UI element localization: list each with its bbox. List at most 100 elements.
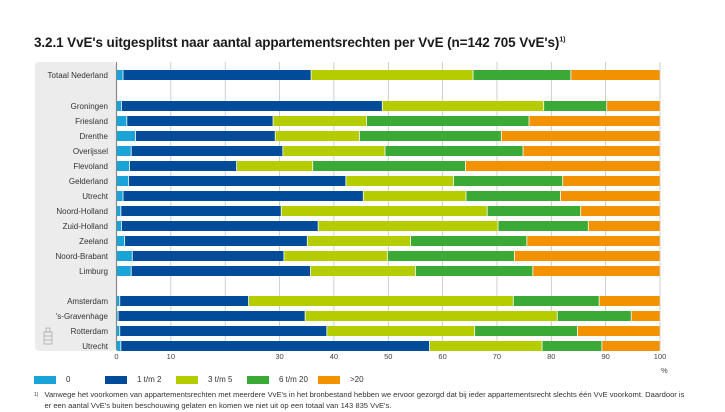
bar-segment <box>121 341 430 351</box>
legend-label: 0 <box>66 375 71 384</box>
bar-segment <box>116 176 129 186</box>
legend-swatch <box>247 375 269 384</box>
legend-item: 0 <box>34 375 105 384</box>
bar-segment <box>120 296 249 306</box>
bar-segment <box>327 326 475 336</box>
bar-segment <box>544 101 607 111</box>
bar-segment <box>560 191 660 201</box>
bar-segment <box>123 191 363 201</box>
category-label: Drenthe <box>80 132 109 141</box>
bar-segment <box>116 116 127 126</box>
x-tick-label: 30 <box>275 352 283 361</box>
x-tick-label: 60 <box>438 352 446 361</box>
bar-segment <box>116 296 120 306</box>
bar-segment <box>116 311 118 321</box>
x-tick-label: 100 <box>654 352 667 361</box>
bar-segment <box>487 206 581 216</box>
legend-item: 3 t/m 5 <box>176 375 247 384</box>
x-axis-unit: % <box>661 366 668 375</box>
bar-segment <box>588 221 660 231</box>
bar-segment <box>557 311 631 321</box>
category-label: Zeeland <box>79 237 108 246</box>
bar-segment <box>563 176 660 186</box>
bar-segment <box>359 131 501 141</box>
bar-segment <box>514 251 660 261</box>
x-tick-label: 40 <box>330 352 338 361</box>
legend-swatch <box>105 375 127 384</box>
category-label: Totaal Nederland <box>48 71 108 80</box>
chart-title: 3.2.1 VvE's uitgesplitst naar aantal app… <box>34 35 566 50</box>
x-tick-label: 0 <box>114 352 118 361</box>
bar-segment <box>131 266 311 276</box>
category-label: Noord-Brabant <box>56 252 109 261</box>
legend-label: >20 <box>350 375 364 384</box>
bar-segment <box>527 236 660 246</box>
bar-segment <box>307 236 411 246</box>
category-label: Flevoland <box>73 162 108 171</box>
bar-segment <box>607 101 660 111</box>
bar-segment <box>132 251 284 261</box>
bar-segment <box>631 311 660 321</box>
bar-segment <box>415 266 533 276</box>
bar-segment <box>116 326 120 336</box>
bar-segment <box>410 236 527 246</box>
bar-segment <box>116 131 136 141</box>
legend-label: 1 t/m 2 <box>137 375 162 384</box>
bar-segment <box>116 206 121 216</box>
bar-segment <box>473 70 571 80</box>
x-tick-label: 80 <box>547 352 555 361</box>
bar-segment <box>388 251 514 261</box>
bar-segment <box>116 251 132 261</box>
bar-segment <box>498 221 588 231</box>
bar-segment <box>385 146 523 156</box>
bar-segment <box>273 116 367 126</box>
category-label-panel <box>35 62 116 351</box>
bar-segment <box>127 116 273 126</box>
bar-segment <box>121 101 382 111</box>
legend-swatch <box>34 375 56 384</box>
bar-segment <box>453 176 563 186</box>
bar-segment <box>283 146 385 156</box>
bar-segment <box>237 161 313 171</box>
category-label: Rotterdam <box>71 327 109 336</box>
bar-segment <box>116 191 123 201</box>
bar-segment <box>116 161 130 171</box>
bar-segment <box>599 296 660 306</box>
bar-segment <box>123 70 311 80</box>
bar-segment <box>382 101 544 111</box>
bar-segment <box>465 161 660 171</box>
category-label: Groningen <box>71 102 108 111</box>
bar-segment <box>116 236 125 246</box>
bar-segment <box>121 221 318 231</box>
bar-segment <box>513 296 599 306</box>
bar-segment <box>466 191 561 201</box>
bar-segment <box>363 191 466 201</box>
bar-segment <box>366 116 529 126</box>
bar-segment <box>602 341 660 351</box>
bar-segment <box>125 236 307 246</box>
bar-segment <box>281 206 487 216</box>
bar-segment <box>116 341 121 351</box>
bar-segment <box>533 266 660 276</box>
category-label: Friesland <box>75 117 108 126</box>
bar-segment <box>310 266 416 276</box>
category-label: Zuid-Holland <box>63 222 108 231</box>
category-label: Noord-Holland <box>56 207 108 216</box>
bar-segment <box>581 206 660 216</box>
bar-segment <box>542 341 602 351</box>
legend-swatch <box>318 375 340 384</box>
legend-label: 6 t/m 20 <box>279 375 308 384</box>
legend-label: 3 t/m 5 <box>208 375 233 384</box>
legend-item: 6 t/m 20 <box>247 375 318 384</box>
bar-segment <box>313 161 466 171</box>
bar-segment <box>318 221 498 231</box>
bar-segment <box>275 131 360 141</box>
bar-segment <box>131 146 283 156</box>
bar-segment <box>529 116 660 126</box>
bar-segment <box>501 131 660 141</box>
bar-segment <box>116 70 123 80</box>
bar-segment <box>284 251 388 261</box>
bar-segment <box>305 311 557 321</box>
bar-segment <box>116 266 131 276</box>
bar-segment <box>475 326 577 336</box>
